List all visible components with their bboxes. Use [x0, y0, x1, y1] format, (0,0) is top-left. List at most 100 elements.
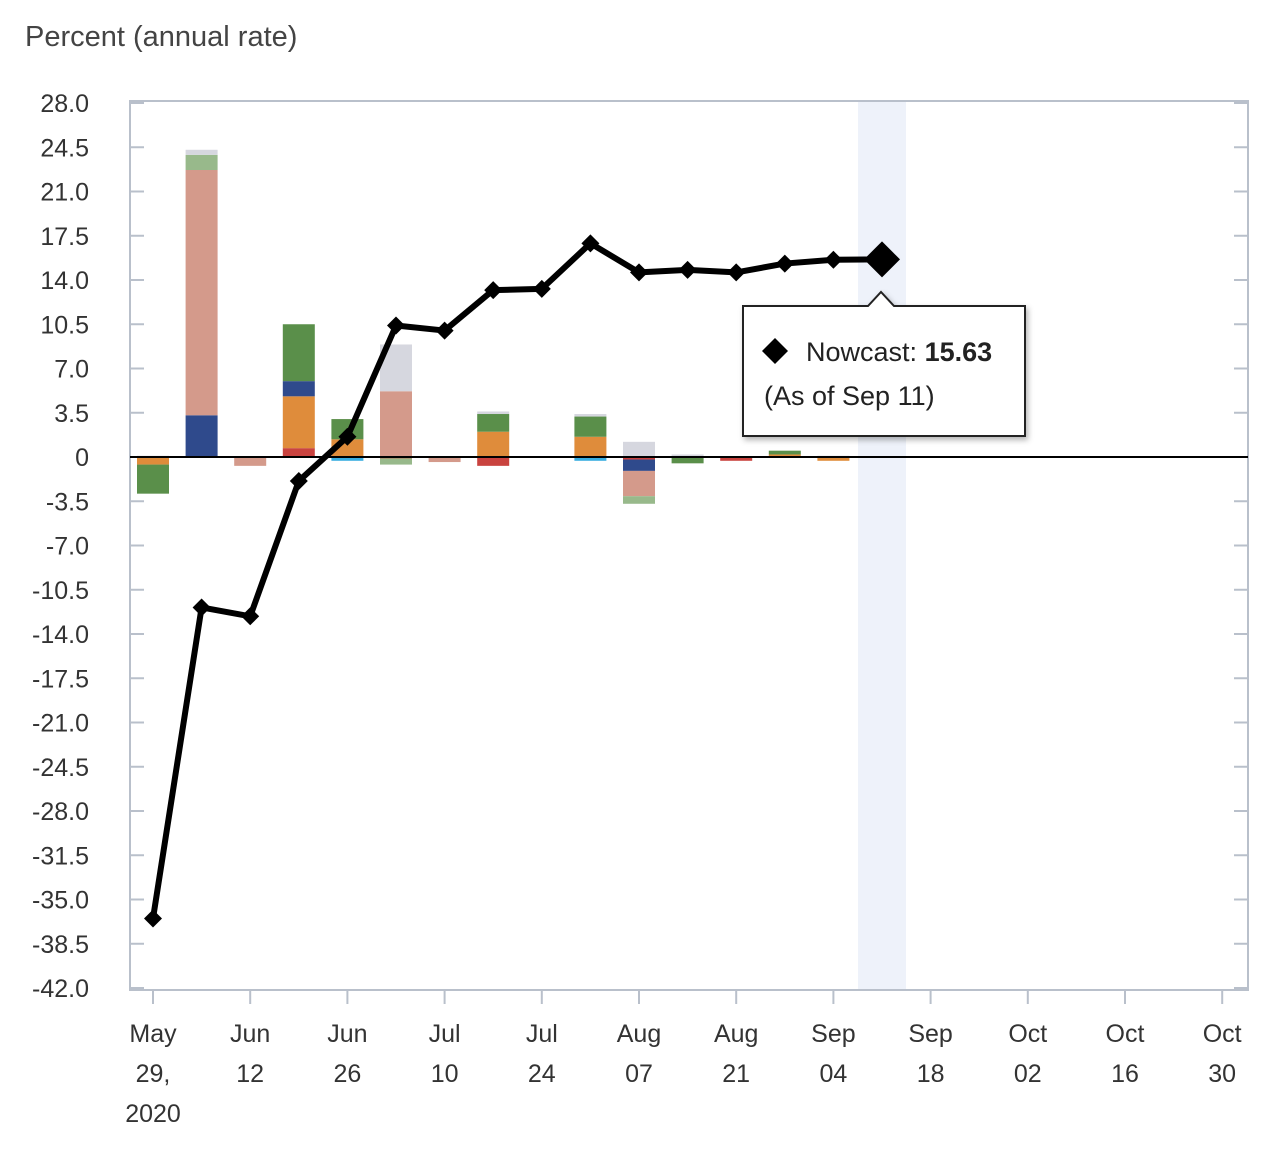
plot-frame [129, 100, 1249, 991]
bar-segment [768, 454, 801, 457]
bar-segment [623, 496, 655, 504]
y-tick-label: -10.5 [32, 577, 89, 605]
bar-segment [671, 454, 704, 457]
x-tick-label: Jun [230, 1020, 270, 1048]
y-tick-label: -24.5 [32, 754, 89, 782]
bar-segment [331, 457, 364, 461]
x-tick-label: Jul [429, 1020, 461, 1048]
diamond-icon [762, 338, 788, 364]
x-tick-label: 30 [1208, 1060, 1236, 1088]
y-tick-label: -14.0 [32, 621, 89, 649]
bar-segment [623, 470, 655, 497]
y-tick-label: -3.5 [46, 488, 89, 516]
bar-segment [282, 396, 315, 449]
bar-segment [185, 149, 218, 155]
bar-segment [574, 457, 607, 461]
x-tick-label: Oct [1008, 1020, 1047, 1048]
bar-segment [185, 415, 218, 457]
x-tick-label: Sep [811, 1020, 855, 1048]
nowcast-line-group [144, 234, 900, 928]
bar-segment [185, 154, 218, 171]
x-tick-label: Jul [526, 1020, 558, 1048]
x-tick-label: 24 [528, 1060, 556, 1088]
bar-segment [380, 391, 412, 457]
nowcast-point [241, 607, 260, 626]
nowcast-point [824, 250, 843, 269]
x-tick-label: 02 [1014, 1060, 1042, 1088]
nowcast-tooltip: Nowcast: 15.63 (As of Sep 11) [742, 290, 1026, 437]
x-tick-label: 29, [136, 1060, 171, 1088]
x-tick-label: 26 [333, 1060, 361, 1088]
bar-segment [477, 414, 510, 432]
y-tick-label: 3.5 [54, 400, 89, 428]
y-tick-label: -17.5 [32, 665, 89, 693]
y-tick-label: -7.0 [46, 533, 89, 561]
x-axis: May 29, 2020 Jun 12 Jun 26 Jul 10 Jul 24 Aug 07 Aug 21… [125, 990, 1242, 1128]
x-tick-label: Aug [617, 1020, 661, 1048]
nowcast-point [775, 254, 794, 273]
y-tick-label: -38.5 [32, 931, 89, 959]
x-tick-label: 10 [431, 1060, 459, 1088]
bar-segment [282, 448, 315, 457]
nowcast-point [144, 909, 162, 928]
y-axis: 28.0 24.5 21.0 17.5 14.0 10.5 7.0 3.5 0 -3.5 -7.0 -… [32, 90, 1248, 1003]
x-tick-label: 21 [722, 1060, 750, 1088]
nowcast-point [581, 234, 600, 253]
nowcast-point [630, 263, 648, 282]
bar-segment [477, 411, 510, 415]
nowcast-point [864, 241, 900, 278]
nowcast-point [484, 281, 503, 300]
nowcast-point [678, 260, 697, 279]
x-tick-label: 04 [819, 1060, 847, 1088]
bar-segment [137, 457, 169, 465]
y-tick-label: 0 [75, 444, 89, 472]
nowcast-point [435, 321, 454, 340]
y-tick-label: -42.0 [32, 975, 89, 1003]
bar-segment [574, 414, 607, 417]
bar-segment [720, 457, 753, 461]
y-tick-label: 7.0 [54, 356, 89, 384]
bar-segment [623, 441, 655, 457]
bar-segment [185, 170, 218, 416]
y-tick-label: 14.0 [40, 267, 89, 295]
bar-segment [623, 459, 655, 471]
svg-text:Nowcast: 15.63: Nowcast: 15.63 [806, 337, 992, 367]
y-tick-label: 17.5 [40, 223, 89, 251]
bar-segment [623, 457, 655, 460]
nowcast-point [727, 263, 746, 282]
y-tick-label: 24.5 [40, 134, 89, 162]
bar-segment [282, 324, 315, 382]
nowcast-point [192, 598, 211, 617]
y-axis-title: Percent (annual rate) [25, 21, 297, 53]
nowcast-point [338, 427, 357, 446]
bar-segment [234, 457, 267, 466]
bar-segment [671, 457, 704, 464]
x-tick-label: Oct [1203, 1020, 1242, 1048]
bar-segment [380, 458, 412, 465]
bar-segment [574, 436, 607, 457]
y-tick-label: -21.0 [32, 710, 89, 738]
y-tick-label: -35.0 [32, 887, 89, 915]
x-tick-label: 16 [1111, 1060, 1139, 1088]
x-tick-label: Oct [1106, 1020, 1145, 1048]
tooltip-value: 15.63 [925, 337, 993, 367]
bar-segment [282, 381, 315, 397]
x-tick-label: May [129, 1020, 177, 1048]
nowcast-point [289, 472, 308, 491]
y-tick-label: -28.0 [32, 798, 89, 826]
y-tick-label: 10.5 [40, 311, 89, 339]
x-tick-label: 18 [917, 1060, 945, 1088]
nowcast-point [387, 316, 405, 335]
current-week-highlight [858, 101, 906, 990]
tooltip-date: (As of Sep 11) [764, 381, 935, 411]
nowcast-point [532, 279, 551, 298]
x-tick-label: 07 [625, 1060, 653, 1088]
x-tick-label: Sep [908, 1020, 952, 1048]
bar-segment [768, 450, 801, 455]
x-tick-label: Aug [714, 1020, 758, 1048]
x-tick-label: 2020 [125, 1100, 181, 1128]
bar-segment [817, 457, 850, 461]
tooltip-label: Nowcast: [806, 337, 917, 367]
x-tick-label: Jun [327, 1020, 367, 1048]
